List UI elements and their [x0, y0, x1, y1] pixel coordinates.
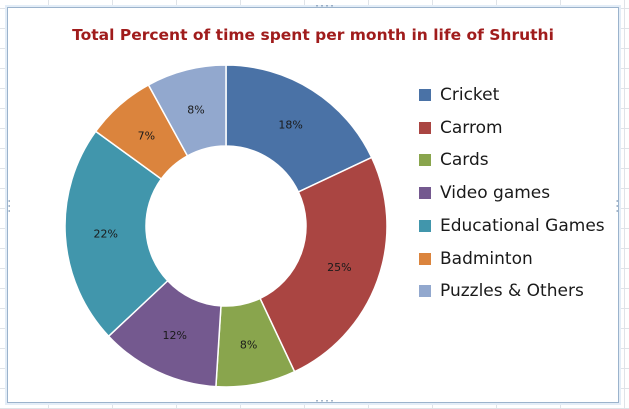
- data-label-puzzles-others: 8%: [187, 103, 204, 116]
- donut-chart[interactable]: 18% 25% 8% 12% 22% 7% 8%: [8, 8, 618, 402]
- data-label-educational-games: 22%: [94, 228, 118, 241]
- legend-label: Carrom: [440, 117, 503, 138]
- slice-puzzles-others[interactable]: [147, 64, 227, 157]
- legend-swatch: [419, 154, 431, 167]
- slice-educational-games[interactable]: [64, 130, 169, 338]
- slice-carrom[interactable]: [259, 156, 388, 373]
- data-label-cards: 8%: [240, 338, 257, 351]
- chart-title: Total Percent of time spent per month in…: [72, 26, 554, 44]
- legend-label: Video games: [440, 183, 551, 204]
- data-label-carrom: 25%: [327, 261, 351, 274]
- legend-swatch: [419, 187, 431, 200]
- legend-label: Puzzles & Others: [440, 281, 584, 302]
- resize-handle-right[interactable]: ···: [611, 198, 622, 214]
- resize-handle-bottom[interactable]: ····: [314, 396, 335, 407]
- resize-handle-left[interactable]: ···: [3, 198, 14, 214]
- legend-swatch: [419, 121, 431, 134]
- legend-label: Cards: [440, 150, 489, 171]
- legend-swatch: [419, 89, 431, 101]
- legend-label: Cricket: [440, 85, 500, 105]
- legend-swatch: [419, 285, 431, 298]
- resize-handle-top[interactable]: ····: [314, 1, 335, 12]
- chart-area[interactable]: Total Percent of time spent per month in…: [3, 2, 622, 407]
- legend-swatch: [419, 252, 431, 265]
- data-label-cricket: 18%: [278, 118, 302, 131]
- slice-cricket[interactable]: [225, 64, 373, 193]
- legend-label: Badminton: [440, 248, 533, 269]
- data-label-video-games: 12%: [162, 329, 186, 342]
- data-label-badminton: 7%: [138, 130, 155, 143]
- legend-label: Educational Games: [440, 215, 605, 236]
- legend-swatch: [419, 219, 431, 232]
